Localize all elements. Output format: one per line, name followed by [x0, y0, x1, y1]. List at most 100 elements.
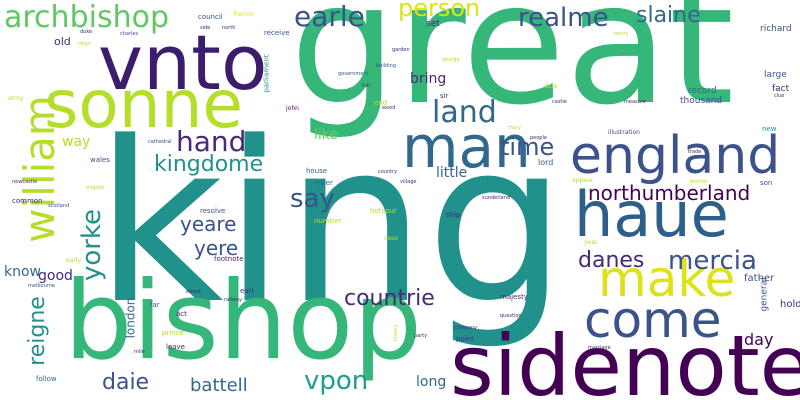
- word-make: make: [598, 250, 736, 308]
- word-village: village: [400, 179, 417, 185]
- word-railway: railway: [224, 297, 243, 303]
- word-number: number: [314, 217, 342, 225]
- word-receive: receive: [264, 29, 290, 37]
- word-scotland: scotland: [48, 203, 70, 209]
- word-measure: measure: [624, 99, 646, 105]
- word-leave: leave: [166, 343, 185, 351]
- word-ship: ship: [446, 211, 461, 219]
- word-letter: letter: [314, 179, 333, 187]
- word-sidenote: sidenote: [450, 317, 800, 400]
- word-newcastle: newcastle: [12, 179, 38, 185]
- word-parliament: parliament: [262, 54, 271, 93]
- word-bring: bring: [410, 71, 447, 87]
- word-haue: haue: [574, 178, 729, 251]
- word-marriage: marriage: [588, 345, 611, 351]
- word-bishop: bishop: [64, 259, 422, 384]
- word-long: long: [416, 374, 447, 390]
- word-full: full: [362, 83, 370, 89]
- word-like: like: [314, 127, 339, 143]
- word-yeare: yeare: [180, 212, 237, 236]
- word-thousand: thousand: [680, 96, 723, 106]
- word-way: way: [62, 134, 91, 150]
- word-man: man: [402, 113, 531, 181]
- word-clue: clue: [774, 93, 785, 99]
- word-countrie: countrie: [344, 286, 435, 311]
- word-richard: richard: [760, 24, 792, 34]
- word-say: say: [290, 184, 335, 214]
- word-daie: daie: [102, 370, 150, 395]
- word-time: time: [500, 133, 555, 161]
- word-case: case: [384, 235, 398, 242]
- word-trade: trade: [688, 149, 702, 155]
- word-follow: follow: [36, 375, 57, 383]
- word-north: north: [222, 25, 236, 31]
- word-mercia: mercia: [668, 246, 757, 276]
- word-illustration: illustration: [608, 129, 640, 136]
- word-large: large: [764, 70, 787, 80]
- word-people: people: [530, 135, 547, 141]
- word-william: william: [14, 95, 64, 243]
- word-year: year: [584, 239, 598, 246]
- word-duke: duke: [80, 29, 93, 35]
- word-prince: prince: [162, 329, 184, 337]
- word-day: day: [744, 330, 774, 349]
- word-yorke: yorke: [77, 208, 108, 282]
- word-melbourne: melbourne: [28, 283, 55, 289]
- word-street: street: [186, 289, 201, 295]
- word-england: england: [570, 126, 781, 186]
- word-battell: battell: [190, 375, 248, 396]
- word-side: side: [200, 25, 211, 31]
- word-great: great: [290, 0, 735, 142]
- word-reign: reign: [78, 41, 91, 47]
- word-hand: hand: [176, 125, 247, 158]
- word-government: government: [338, 71, 369, 77]
- word-footnote: footnote: [214, 255, 244, 263]
- word-person: person: [398, 0, 481, 22]
- word-wales: wales: [90, 156, 110, 164]
- word-early: early: [66, 257, 82, 264]
- word-hotspur: hotspur: [370, 207, 397, 215]
- word-company: company: [454, 325, 478, 331]
- word-garden: garden: [392, 47, 410, 53]
- word-appear: appear: [572, 177, 594, 184]
- word-sonne: sonne: [44, 66, 244, 143]
- word-end: end: [374, 99, 388, 107]
- word-common: common: [12, 197, 43, 205]
- word-sir: sir: [440, 92, 449, 100]
- word-date: date: [544, 83, 558, 90]
- word-act: act: [176, 310, 187, 318]
- word-archbishop: archbishop: [4, 0, 169, 35]
- word-mary: mary: [508, 125, 521, 131]
- word-french: french: [234, 11, 254, 18]
- word-mile: mile: [134, 349, 145, 355]
- word-london: london: [123, 297, 138, 339]
- word-george: george: [442, 57, 460, 63]
- word-question: question: [500, 313, 522, 319]
- word-record: record: [688, 86, 717, 96]
- word-good: good: [38, 268, 73, 284]
- word-henry: henry: [614, 31, 629, 37]
- word-reigne: reigne: [24, 296, 50, 366]
- word-slaine: slaine: [636, 3, 701, 28]
- word-know: know: [4, 264, 41, 280]
- word-little: little: [436, 165, 468, 181]
- word-realme: realme: [518, 3, 609, 33]
- word-wood: wood: [382, 105, 396, 111]
- word-country: country: [378, 169, 398, 175]
- word-brother: brother: [690, 179, 709, 185]
- word-land: land: [432, 95, 497, 130]
- word-danes: danes: [578, 248, 645, 273]
- word-sunderland: sunderland: [482, 195, 511, 201]
- word-majesty: majesty: [500, 293, 528, 301]
- word-kingdome: kingdome: [154, 152, 264, 177]
- word-son: son: [760, 179, 773, 187]
- word-cathedral: cathedral: [148, 139, 172, 145]
- word-party: party: [414, 333, 428, 339]
- word-council: council: [198, 13, 223, 21]
- word-earl: earl: [240, 287, 254, 295]
- word-charles: charles: [120, 31, 139, 37]
- word-far: far: [150, 301, 160, 309]
- word-fact: fact: [772, 84, 790, 94]
- word-king: king: [95, 95, 567, 353]
